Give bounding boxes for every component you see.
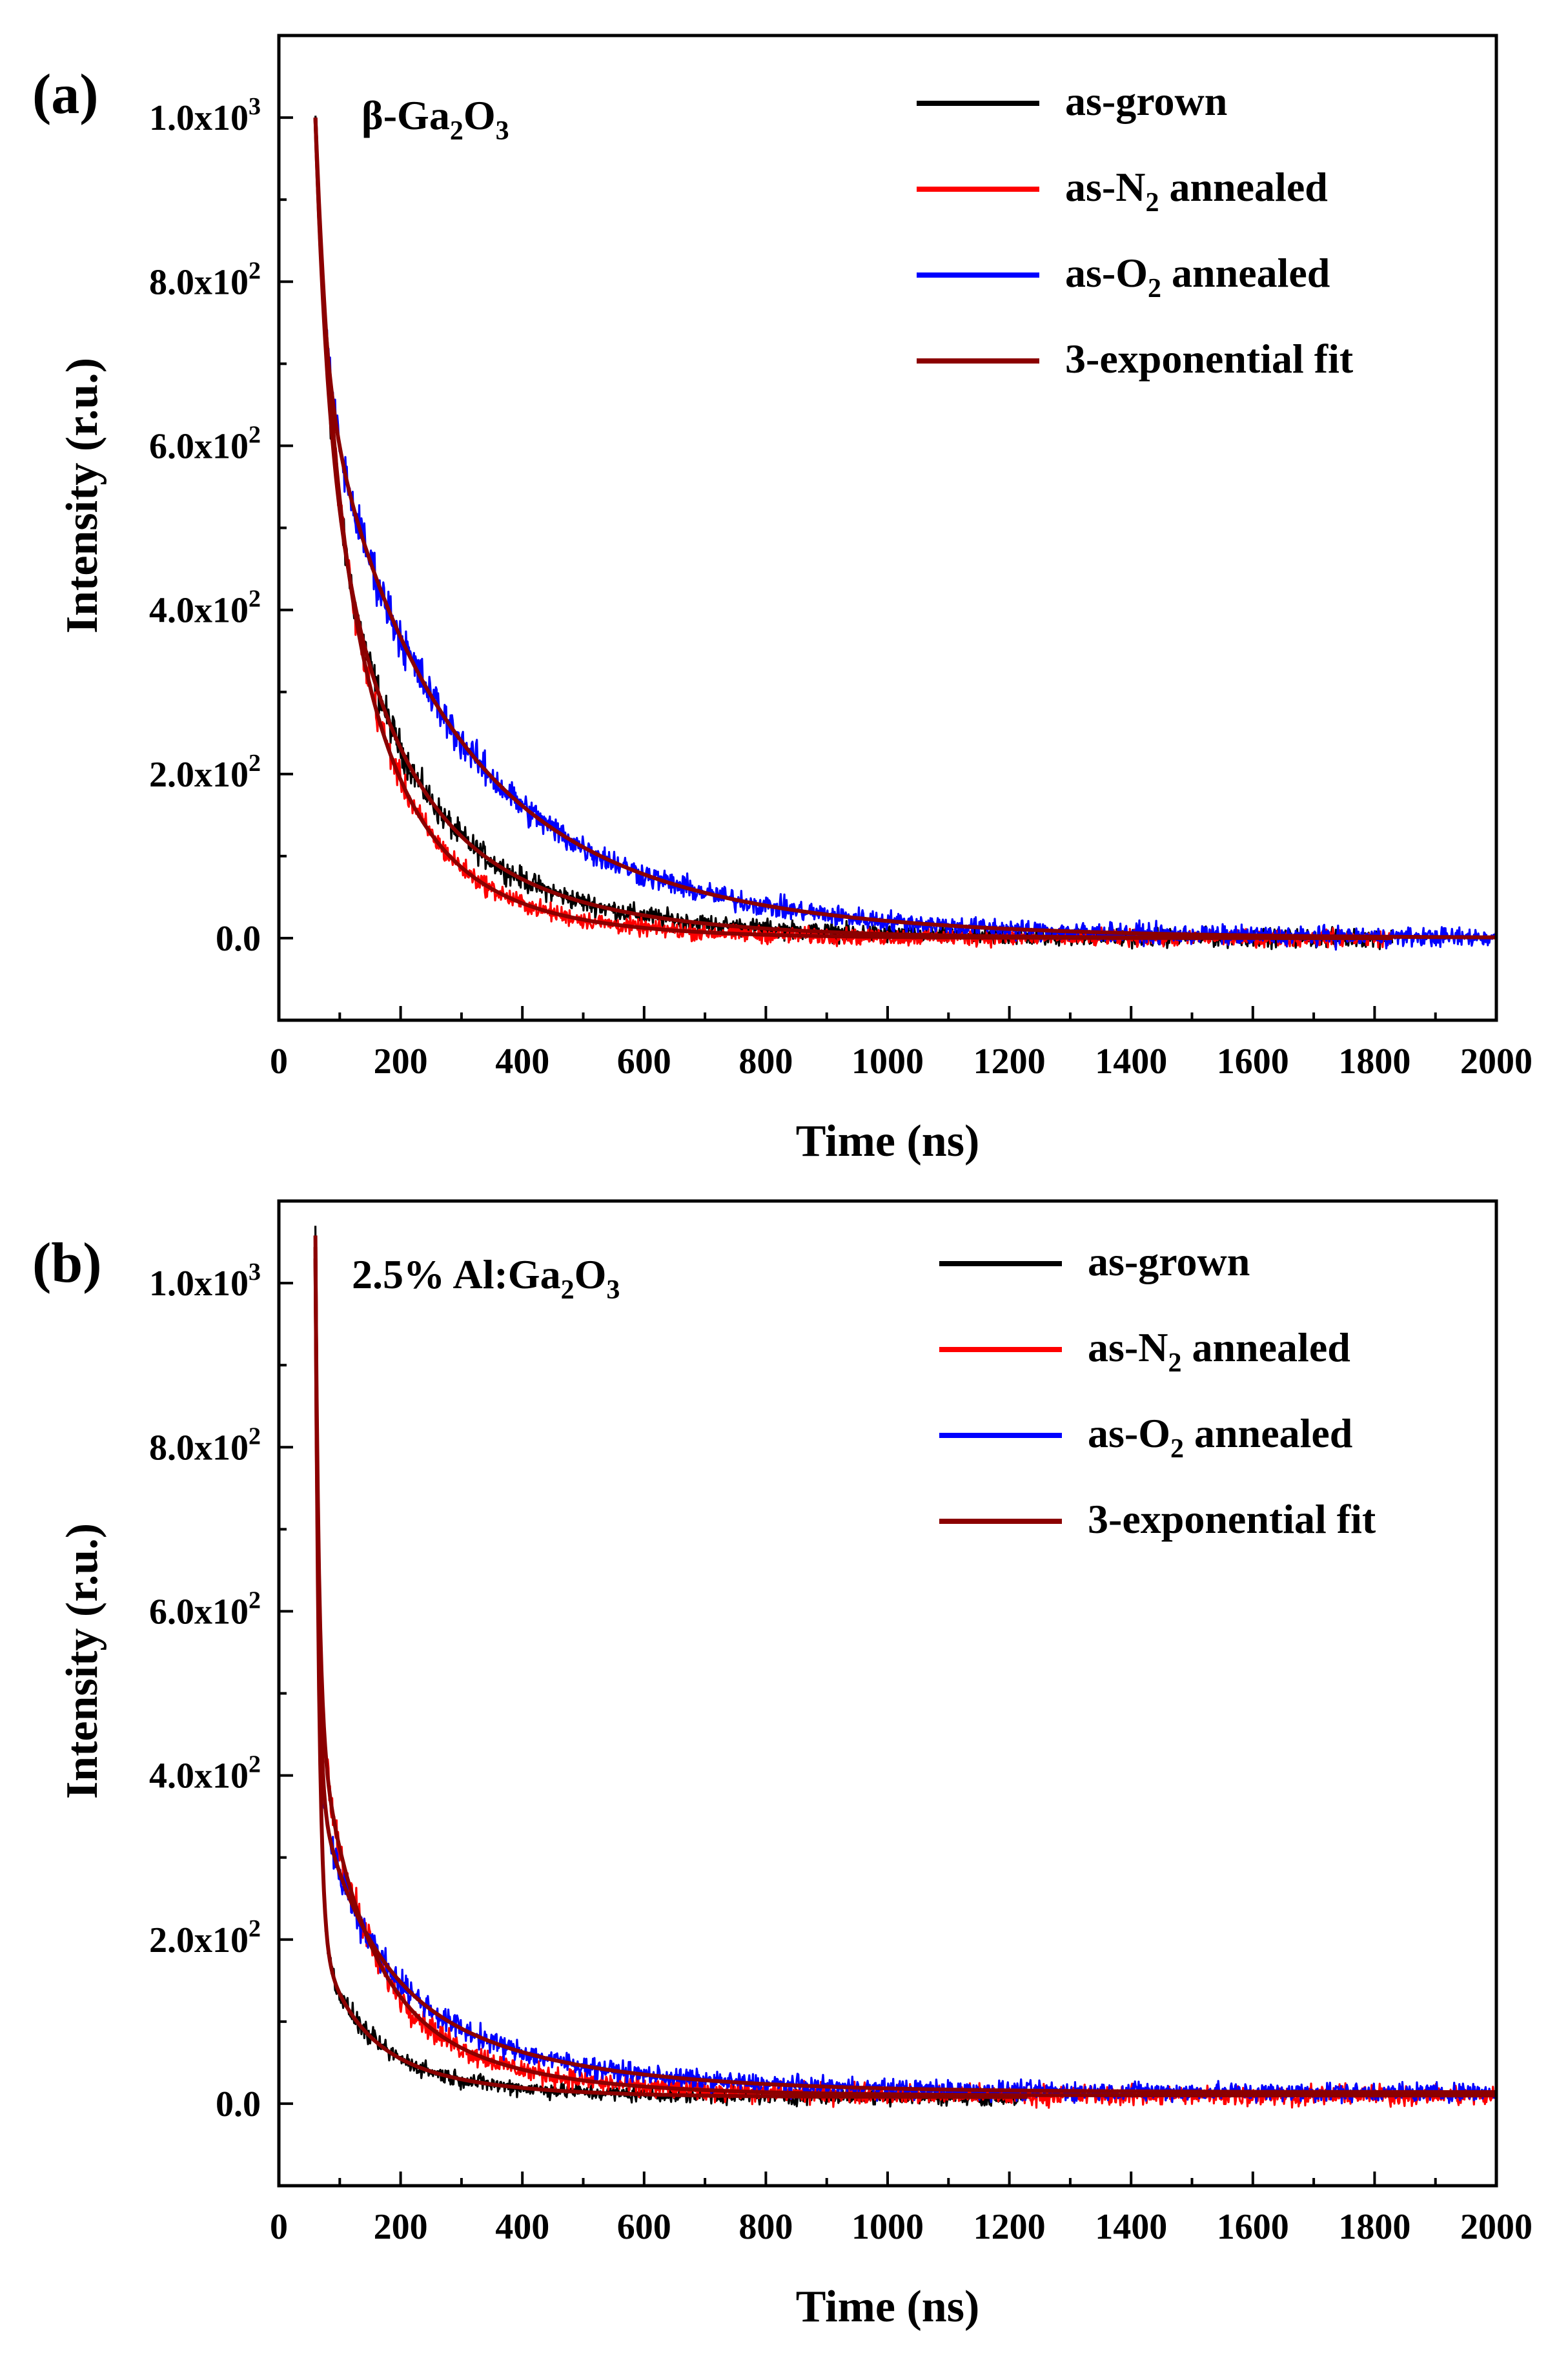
x-axis-title: Time (ns) [796, 2282, 980, 2332]
y-tick-label: 2.0x102 [149, 1915, 261, 1960]
y-tick-label: 4.0x102 [149, 586, 261, 631]
x-tick-label: 200 [374, 1042, 428, 1082]
fit-curve-n2 [313, 1258, 1496, 2098]
legend-label: as-N2 annealed [1065, 164, 1328, 218]
y-tick-label: 4.0x102 [149, 1751, 261, 1796]
x-tick-label: 800 [738, 1042, 793, 1082]
x-tick-label: 1600 [1217, 1042, 1289, 1082]
panel-label: (a) [32, 63, 99, 126]
x-tick-label: 1400 [1095, 1042, 1167, 1082]
series-n2 [314, 121, 1394, 949]
panel-b: 0 200 400 600 800 1000 1200 1400 1600 1800 2000 0.0… [32, 1199, 1532, 2332]
y-tick-label: 1.0x103 [149, 93, 261, 138]
legend-label: as-O2 annealed [1065, 250, 1330, 303]
y-tick-label: 2.0x102 [149, 750, 261, 795]
fit-curve-as-grown [313, 1235, 1028, 2099]
legend: as-grown as-N2 annealed as-O2 annealed 3-ex… [917, 78, 1354, 382]
x-tick-label: 1400 [1095, 2207, 1167, 2247]
y-tick-label: 8.0x102 [149, 257, 261, 302]
y-axis-title: Intensity (r.u.) [57, 1523, 107, 1799]
x-tick-label: 800 [738, 2207, 793, 2247]
x-tick-label: 0 [270, 1042, 288, 1082]
x-tick-label: 1200 [973, 1042, 1046, 1082]
legend-label: as-grown [1088, 1238, 1250, 1284]
legend-label: 3-exponential fit [1088, 1496, 1376, 1542]
fit-curve-o2 [313, 1247, 1496, 2094]
y-tick-label: 8.0x102 [149, 1422, 261, 1468]
x-tick-label: 400 [495, 2207, 549, 2247]
legend-label: as-O2 annealed [1088, 1410, 1352, 1464]
panel-label: (b) [32, 1232, 102, 1295]
series-as-grown [314, 1226, 1028, 2108]
panel-a: 0 200 400 600 800 1000 1200 1400 1600 1800 2000 0.0… [32, 34, 1532, 1166]
sample-label: 2.5% Al:Ga2O3 [352, 1251, 620, 1305]
plot-area [313, 1226, 1496, 2109]
series-o2 [314, 117, 1496, 951]
legend: as-grown as-N2 annealed as-O2 annealed 3-ex… [939, 1238, 1376, 1542]
fit-curve-as-grown [313, 117, 1393, 940]
x-tick-label: 0 [270, 2207, 288, 2247]
x-tick-label: 200 [374, 2207, 428, 2247]
x-tick-label: 2000 [1460, 2207, 1532, 2247]
x-tick-label: 1000 [851, 2207, 924, 2247]
y-axis-title: Intensity (r.u.) [57, 358, 107, 633]
x-tick-label: 1200 [973, 2207, 1046, 2247]
x-tick-label: 1800 [1338, 2207, 1410, 2247]
x-tick-label: 2000 [1460, 1042, 1532, 1082]
legend-label: as-N2 annealed [1088, 1324, 1350, 1378]
fit-curve-n2 [313, 117, 1393, 940]
x-tick-label: 400 [495, 1042, 549, 1082]
fit-curve-o2 [313, 117, 1496, 940]
y-tick-label: 0.0 [216, 919, 261, 959]
plot-area [313, 116, 1496, 951]
legend-label: 3-exponential fit [1065, 336, 1354, 382]
y-tick-label: 6.0x102 [149, 421, 261, 466]
y-tick-label: 6.0x102 [149, 1587, 261, 1632]
x-tick-label: 600 [617, 2207, 671, 2247]
sample-label: β-Ga2O3 [361, 92, 509, 146]
x-tick-label: 600 [617, 1042, 671, 1082]
series-as-grown [314, 116, 1394, 950]
y-tick-label: 0.0 [216, 2084, 261, 2124]
x-tick-label: 1600 [1217, 2207, 1289, 2247]
x-tick-label: 1800 [1338, 1042, 1410, 1082]
x-axis-title: Time (ns) [796, 1116, 980, 1166]
legend-label: as-grown [1065, 78, 1227, 124]
y-tick-label: 1.0x103 [149, 1258, 261, 1304]
x-tick-label: 1000 [851, 1042, 924, 1082]
